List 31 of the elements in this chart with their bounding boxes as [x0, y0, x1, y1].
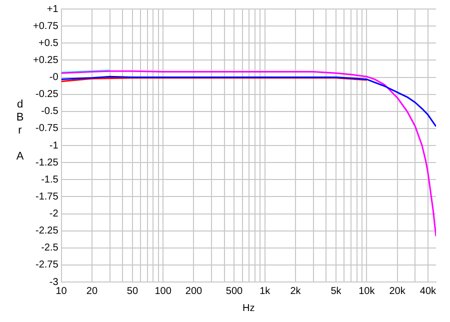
- y-tick-label: -3: [49, 276, 59, 288]
- y-tick-label: -0: [49, 72, 59, 83]
- x-tick-label: 10: [56, 286, 68, 297]
- x-tick-label: 20k: [389, 286, 406, 297]
- x-tick-label: 2k: [290, 286, 302, 297]
- y-tick-label: -2.25: [36, 226, 59, 237]
- text: dBr A: [16, 98, 24, 163]
- x-tick-label: 200: [185, 286, 203, 297]
- y-tick-label: +0.75: [32, 20, 59, 32]
- x-tick-label: 5k: [330, 286, 342, 297]
- y-tick-label: +1: [46, 4, 59, 15]
- y-tick-label: -1: [49, 140, 59, 152]
- y-tick-label: -0.25: [36, 89, 59, 100]
- y-tick-label: -1.75: [36, 191, 59, 202]
- y-tick-label: -2: [49, 208, 59, 220]
- y-tick-label: -0.75: [36, 123, 59, 134]
- y-tick-label: -2.5: [41, 242, 59, 254]
- x-axis-title: Hz: [242, 302, 255, 314]
- y-tick-label: -1.5: [41, 174, 59, 186]
- y-tick-label: -0.5: [41, 106, 59, 118]
- y-tick-label: -1.25: [36, 157, 59, 168]
- y-tick-label: -2.75: [36, 260, 59, 271]
- x-tick-label: 50: [126, 286, 138, 297]
- x-tick-label: 40k: [420, 286, 437, 297]
- y-tick-label: +0.25: [32, 54, 59, 66]
- x-tick-label: 20: [86, 286, 98, 297]
- x-tick-label: 1k: [260, 286, 272, 297]
- x-tick-label: 500: [226, 286, 244, 297]
- y-tick-label: +0.5: [38, 38, 59, 49]
- x-tick-label: 100: [154, 286, 172, 297]
- x-tick-label: 10k: [358, 286, 376, 297]
